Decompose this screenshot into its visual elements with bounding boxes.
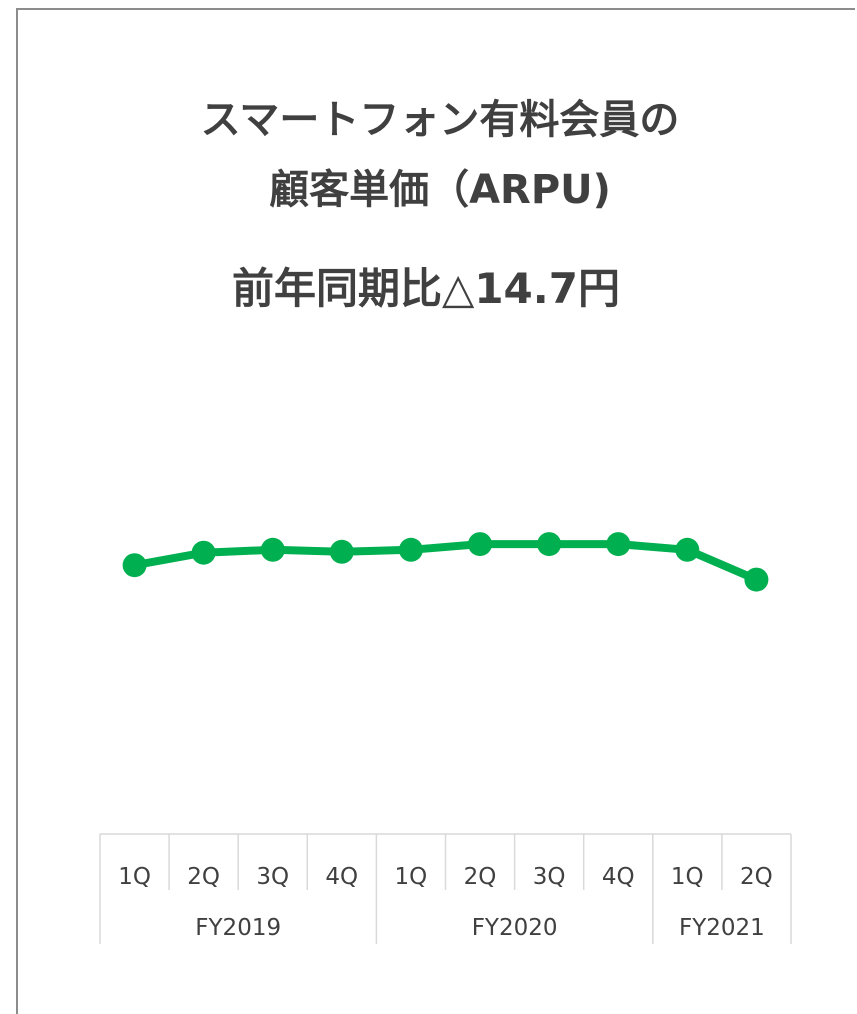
chart-frame [16,8,855,1014]
data-point [468,532,492,557]
x-tick-label: 2Q [187,864,220,890]
data-point [398,537,423,562]
data-point [329,539,354,564]
x-tick-label: 3Q [256,864,289,890]
x-group-label: FY2021 [679,915,765,941]
data-point [191,540,216,565]
x-tick-label: 1Q [671,864,704,890]
data-point [606,532,631,557]
x-tick-label: 3Q [533,864,566,890]
series-line [130,540,761,584]
chart-title-line-2: 顧客単価（ARPU) [269,167,611,213]
data-point [744,567,769,592]
x-tick-label: 1Q [395,864,428,890]
x-tick-label: 4Q [325,864,358,890]
chart-title-line-1: スマートフォン有料会員の [201,97,680,143]
chart-subtitle: 前年同期比△14.7円 [232,264,620,313]
plot-area [122,532,769,592]
x-group-label: FY2019 [195,915,281,941]
x-tick-label: 1Q [118,864,151,890]
category-axis: 1Q 2Q 3Q 4Q 1Q 2Q 3Q 4Q 1Q 2Q FY2019 FY2020 FY2021 [99,833,792,944]
x-tick-label: 2Q [740,864,773,890]
data-point [260,537,285,562]
x-group-label: FY2020 [472,915,558,941]
x-tick-label: 4Q [602,864,635,890]
data-point [122,553,147,578]
data-point [537,532,562,557]
x-tick-label: 2Q [464,864,497,890]
data-point [675,537,700,562]
